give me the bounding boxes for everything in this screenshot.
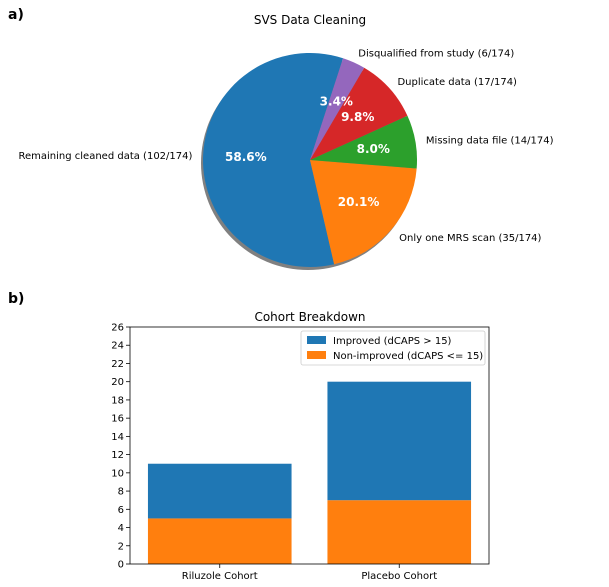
y-tick-label: 4	[118, 523, 124, 534]
bar-series-group	[147, 381, 472, 564]
y-tick-label: 10	[111, 468, 124, 479]
pie-pct-label: 8.0%	[357, 142, 390, 156]
pie-pct-label: 20.1%	[338, 195, 380, 209]
bar-segment	[147, 463, 292, 519]
bar-segment	[327, 500, 472, 564]
y-tick-label: 20	[111, 377, 124, 388]
pie-slice	[310, 160, 417, 265]
pie-slice	[310, 115, 417, 169]
y-tick-label: 12	[111, 450, 124, 461]
legend-swatch	[307, 351, 326, 359]
pie-slice-label: Remaining cleaned data (102/174)	[19, 151, 193, 162]
pie-pct-label: 58.6%	[225, 150, 267, 164]
y-tick-label: 14	[111, 432, 124, 443]
y-tick-label: 22	[111, 359, 124, 370]
pie-pct-label: 9.8%	[341, 110, 374, 124]
pie-slice	[202, 53, 344, 267]
legend-label: Non-improved (dCAPS <= 15)	[333, 351, 483, 362]
panel-label-a: a)	[8, 7, 24, 23]
pie-slice-label: Duplicate data (17/174)	[397, 77, 517, 88]
y-tick-label: 18	[111, 395, 124, 406]
y-tick-label: 24	[111, 341, 124, 352]
y-tick-label: 8	[118, 487, 124, 498]
legend-label: Improved (dCAPS > 15)	[333, 336, 452, 347]
y-tick-label: 26	[111, 323, 124, 334]
pie-labels: 58.6% Remaining cleaned data (102/174) 20.…	[19, 49, 554, 244]
legend-swatch	[307, 336, 326, 344]
bar-chart: Cohort Breakdown 02468101214161820222426…	[111, 310, 490, 582]
legend: Improved (dCAPS > 15) Non-improved (dCAPS…	[300, 330, 486, 366]
pie-slice-label: Only one MRS scan (35/174)	[399, 233, 541, 244]
pie-pct-label: 3.4%	[320, 94, 353, 108]
pie-slice-label: Missing data file (14/174)	[426, 136, 554, 147]
panel-label-b: b)	[8, 291, 24, 307]
y-tick-label: 16	[111, 414, 124, 425]
y-tick-label: 6	[118, 505, 124, 516]
bar-segment	[327, 381, 472, 501]
plot-frame	[129, 326, 490, 565]
pie-slice	[310, 67, 408, 160]
bar-segment	[147, 518, 292, 564]
x-tick-label: Riluzole Cohort	[182, 571, 258, 582]
y-tick-label: 2	[118, 541, 124, 552]
pie-slice-label: Disqualified from study (6/174)	[358, 49, 514, 60]
legend-box	[300, 330, 486, 366]
y-tick-label: 0	[118, 560, 124, 571]
bar-title: Cohort Breakdown	[254, 310, 365, 324]
pie-title: SVS Data Cleaning	[254, 13, 366, 27]
pie-slices	[202, 53, 417, 267]
x-axis: Riluzole Cohort Placebo Cohort	[182, 564, 437, 582]
pie-slice	[310, 58, 365, 160]
x-tick-label: Placebo Cohort	[361, 571, 437, 582]
pie-chart: SVS Data Cleaning 58.6% Remaining cleaned…	[19, 13, 554, 270]
